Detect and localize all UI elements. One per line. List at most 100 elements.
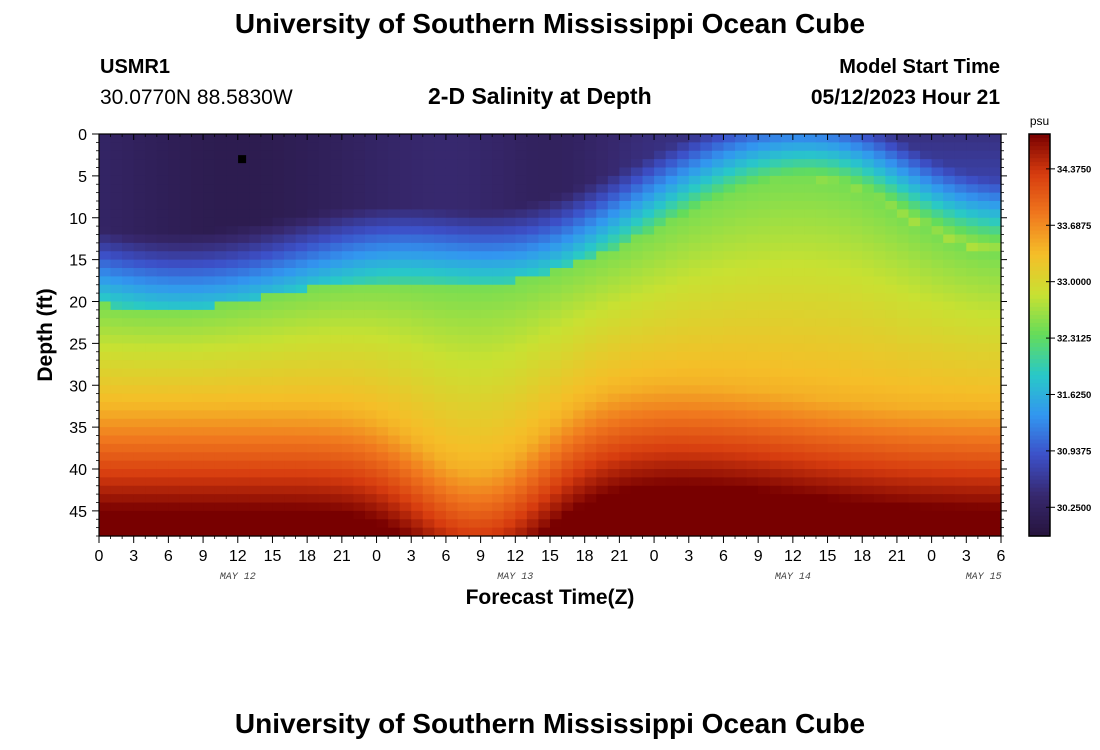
heatmap-cell [341, 192, 355, 202]
heatmap-cell [954, 226, 967, 236]
heatmap-cell [445, 527, 459, 537]
heatmap-cell [411, 368, 424, 378]
y-axis-label: Depth (ft) [34, 288, 57, 381]
heatmap-cell [260, 301, 274, 311]
heatmap-cell [619, 376, 632, 386]
heatmap-cell [411, 167, 424, 177]
heatmap-cell [226, 443, 239, 453]
heatmap-cell [711, 134, 725, 143]
heatmap-cell [318, 385, 331, 395]
heatmap-cell [411, 226, 424, 236]
heatmap-cell [179, 150, 193, 160]
heatmap-cell [203, 469, 216, 478]
heatmap-cell [931, 519, 944, 529]
heatmap-cell [654, 167, 667, 177]
heatmap-cell [469, 460, 482, 470]
heatmap-cell [723, 469, 736, 478]
heatmap-cell [989, 301, 1002, 311]
heatmap-cell [399, 494, 412, 504]
heatmap-cell [168, 217, 181, 227]
heatmap-cell [827, 368, 840, 378]
heatmap-cell [550, 318, 563, 328]
heatmap-cell [110, 209, 123, 219]
heatmap-cell [966, 452, 979, 462]
heatmap-cell [815, 494, 829, 504]
heatmap-cell [654, 435, 667, 445]
heatmap-cell [954, 527, 967, 537]
heatmap-cell [226, 175, 239, 185]
heatmap-cell [538, 150, 551, 160]
colorbar-swatch [1029, 523, 1050, 529]
heatmap-cell [677, 335, 690, 344]
heatmap-cell [607, 402, 620, 411]
heatmap-cell [735, 385, 748, 395]
heatmap-cell [469, 351, 482, 361]
heatmap-cell [203, 485, 216, 495]
heatmap-cell [145, 150, 158, 160]
heatmap-cell [214, 150, 227, 160]
heatmap-cell [422, 385, 435, 395]
heatmap-cell [700, 469, 713, 478]
heatmap-cell [550, 360, 563, 370]
heatmap-cell [411, 201, 424, 210]
colorbar-swatch [1029, 162, 1050, 167]
heatmap-cell [943, 393, 956, 403]
heatmap-cell [839, 209, 852, 219]
heatmap-cell [445, 159, 459, 169]
heatmap-cell [943, 368, 956, 378]
heatmap-cell [214, 435, 227, 445]
heatmap-cell [492, 251, 505, 261]
heatmap-cell [515, 410, 528, 420]
heatmap-cell [399, 519, 412, 529]
heatmap-cell [792, 309, 806, 319]
heatmap-cell [862, 519, 875, 529]
heatmap-cell [873, 134, 886, 143]
heatmap-cell [573, 502, 586, 512]
x-tick-label: 3 [962, 548, 971, 565]
heatmap-cell [260, 351, 274, 361]
heatmap-cell [260, 393, 274, 403]
heatmap-cell [538, 510, 551, 520]
heatmap-cell [873, 385, 886, 395]
heatmap-cell [99, 502, 112, 512]
colorbar-swatch [1029, 326, 1050, 332]
heatmap-cell [457, 217, 470, 227]
heatmap-cell [538, 393, 551, 403]
heatmap-cell [133, 410, 146, 420]
heatmap-cell [977, 192, 991, 202]
heatmap-cell [492, 443, 505, 453]
heatmap-cell [619, 167, 632, 177]
heatmap-cell [654, 410, 667, 420]
heatmap-cell [492, 184, 505, 194]
heatmap-cell [538, 418, 551, 428]
heatmap-cell [434, 418, 447, 428]
heatmap-cell [191, 242, 204, 252]
heatmap-cell [642, 276, 655, 286]
heatmap-cell [422, 326, 435, 336]
heatmap-cell [596, 435, 609, 445]
heatmap-cell [469, 276, 482, 286]
heatmap-cell [931, 159, 944, 169]
heatmap-cell [862, 410, 875, 420]
heatmap-cell [746, 184, 759, 194]
heatmap-cell [295, 460, 308, 470]
heatmap-cell [376, 175, 389, 185]
heatmap-cell [237, 234, 250, 244]
heatmap-cell [723, 393, 736, 403]
heatmap-cell [850, 276, 863, 286]
heatmap-cell [341, 410, 355, 420]
heatmap-cell [908, 427, 921, 437]
heatmap-cell [584, 242, 597, 252]
heatmap-cell [526, 301, 540, 311]
heatmap-cell [411, 360, 424, 370]
heatmap-cell [330, 427, 343, 437]
heatmap-cell [584, 376, 597, 386]
heatmap-cell [295, 159, 308, 169]
heatmap-cell [133, 217, 146, 227]
heatmap-cell [596, 477, 609, 487]
heatmap-cell [272, 251, 285, 261]
heatmap-cell [908, 251, 921, 261]
heatmap-cell [561, 351, 574, 361]
heatmap-cell [156, 184, 169, 194]
heatmap-cell [99, 443, 112, 453]
